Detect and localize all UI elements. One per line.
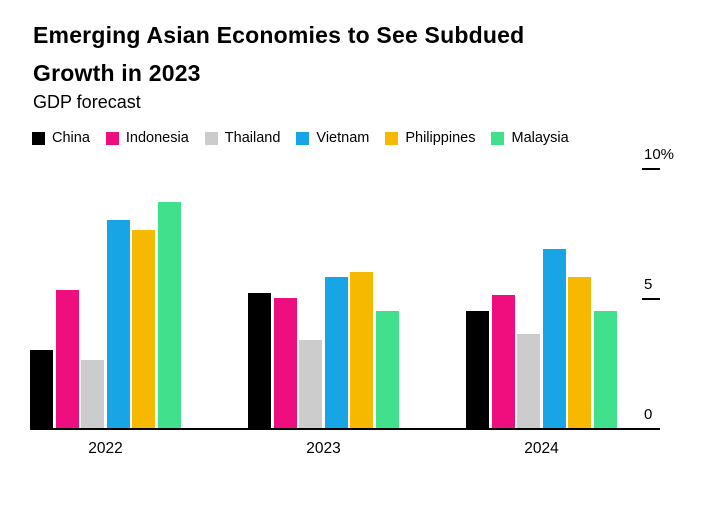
chart-title: Emerging Asian Economies to See Subdued G… [33, 16, 524, 92]
y-axis-label-5: 5 [644, 276, 653, 293]
bar-vietnam-2023 [324, 277, 348, 428]
y-axis-label-10: 10% [644, 146, 675, 163]
bar-vietnam-2022 [106, 220, 130, 428]
bar-group-2023 [248, 170, 399, 428]
bar-thailand-2023 [299, 340, 323, 428]
gdp-forecast-bar-chart: 2022 2023 2024 0 5 10% [30, 146, 674, 457]
legend-item-philippines: Philippines [385, 130, 475, 146]
legend-label-malaysia: Malaysia [511, 130, 569, 146]
bar-malaysia-2022 [157, 202, 181, 428]
bar-group-2024 [466, 170, 617, 428]
plot-area: 2022 2023 2024 0 5 10% [30, 146, 674, 457]
legend-label-indonesia: Indonesia [125, 130, 189, 146]
legend-label-philippines: Philippines [405, 130, 476, 146]
bar-indonesia-2023 [273, 298, 297, 428]
legend-swatch-vietnam [296, 131, 310, 145]
legend-swatch-philippines [385, 131, 399, 145]
legend: China Indonesia Thailand Vietnam Philippines… [32, 130, 569, 146]
y-axis-tick-10 [642, 168, 660, 170]
bar-indonesia-2024 [491, 295, 515, 428]
bar-thailand-2024 [517, 334, 541, 428]
bar-philippines-2022 [132, 230, 156, 428]
chart-subtitle: GDP forecast [33, 92, 141, 112]
legend-item-vietnam: Vietnam [296, 130, 369, 146]
legend-label-thailand: Thailand [224, 130, 281, 146]
chart-title-line-1: Emerging Asian Economies to See Subdued [33, 22, 525, 48]
x-axis-label-2023: 2023 [306, 440, 341, 457]
bar-malaysia-2023 [375, 311, 399, 428]
x-axis-label-2022: 2022 [88, 440, 123, 457]
legend-swatch-malaysia [491, 131, 505, 145]
bar-group-2022 [30, 170, 181, 428]
y-axis-tick-5 [642, 298, 660, 300]
legend-item-china: China [32, 130, 90, 146]
legend-item-thailand: Thailand [204, 130, 281, 146]
bar-thailand-2022 [81, 360, 105, 428]
bar-philippines-2023 [350, 272, 374, 428]
bar-malaysia-2024 [593, 311, 617, 428]
legend-swatch-china [32, 131, 45, 145]
bar-china-2022 [30, 350, 54, 428]
legend-item-indonesia: Indonesia [105, 130, 189, 146]
legend-label-vietnam: Vietnam [316, 130, 370, 146]
legend-swatch-indonesia [105, 131, 119, 145]
legend-item-malaysia: Malaysia [491, 130, 569, 146]
bar-philippines-2024 [568, 277, 592, 428]
y-axis-label-0: 0 [644, 406, 653, 423]
bar-vietnam-2024 [542, 249, 566, 428]
bar-china-2024 [466, 311, 490, 428]
legend-swatch-thailand [204, 131, 218, 145]
x-axis-label-2024: 2024 [524, 440, 559, 457]
bar-china-2023 [248, 293, 272, 428]
chart-title-line-2: Growth in 2023 [33, 60, 201, 86]
bar-indonesia-2022 [55, 290, 79, 428]
legend-label-china: China [52, 130, 90, 146]
